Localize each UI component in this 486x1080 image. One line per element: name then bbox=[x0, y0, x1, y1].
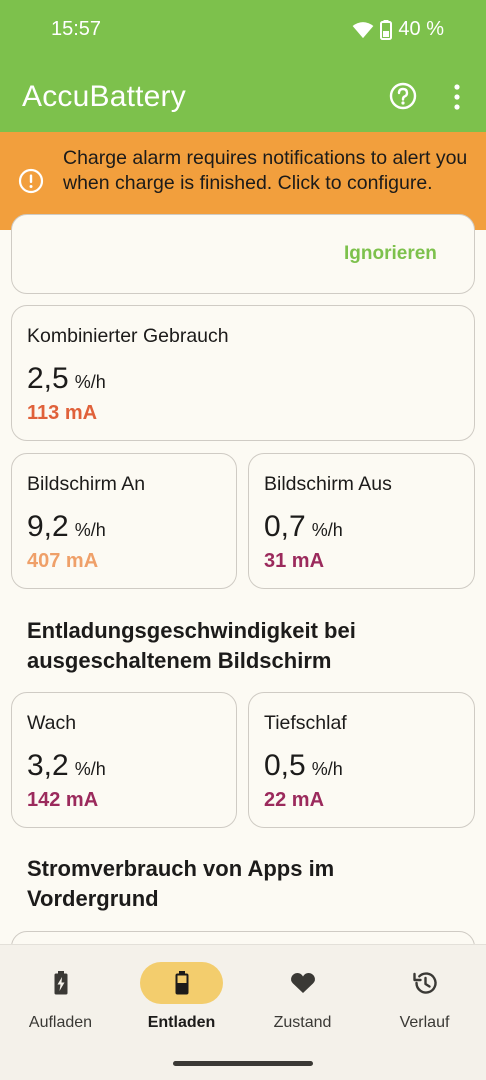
nav-label-verlauf: Verlauf bbox=[399, 1014, 450, 1031]
app-title: AccuBattery bbox=[22, 80, 186, 113]
section-title-foreground-apps: Stromverbrauch von Apps im Vordergrund bbox=[27, 856, 335, 911]
nav-item-entladen[interactable]: Entladen bbox=[121, 945, 242, 1045]
unit-label: %/h bbox=[311, 759, 343, 779]
combined-usage-label: Kombinierter Gebrauch bbox=[27, 325, 229, 347]
awake-card[interactable] bbox=[11, 692, 237, 828]
battery-percent: 40 % bbox=[398, 18, 444, 40]
combined-usage-value: 2,5 %/h bbox=[27, 362, 106, 395]
battery-icon bbox=[380, 19, 393, 40]
screen-on-label: Bildschirm An bbox=[27, 473, 146, 495]
deep-sleep-value: 0,5 %/h bbox=[264, 749, 343, 782]
battery-discharging-icon bbox=[175, 971, 189, 995]
more-options-icon[interactable] bbox=[450, 84, 464, 110]
status-bar: 15:57 40 % bbox=[0, 0, 486, 60]
history-icon bbox=[413, 972, 437, 994]
bottom-navigation: Aufladen Entladen Zustand Verlauf bbox=[0, 944, 486, 1080]
section-title-screen-off: Entladungsgeschwindigkeit bei ausgeschal… bbox=[27, 618, 356, 673]
deep-sleep-label: Tiefschlaf bbox=[264, 712, 347, 734]
heart-icon bbox=[291, 973, 315, 993]
alert-icon bbox=[18, 168, 44, 194]
ignore-card bbox=[11, 214, 475, 294]
home-indicator[interactable] bbox=[173, 1061, 313, 1066]
nav-label-entladen: Entladen bbox=[147, 1014, 216, 1031]
screen-on-ma: 407 mA bbox=[27, 550, 99, 572]
unit-label: %/h bbox=[311, 520, 343, 540]
awake-ma: 142 mA bbox=[27, 789, 99, 811]
screen-on-card[interactable] bbox=[11, 453, 237, 589]
nav-item-zustand[interactable]: Zustand bbox=[242, 945, 363, 1045]
combined-usage-card[interactable] bbox=[11, 305, 475, 441]
nav-label-aufladen: Aufladen bbox=[28, 1014, 93, 1031]
nav-label-zustand: Zustand bbox=[273, 1014, 332, 1031]
help-icon[interactable] bbox=[389, 82, 417, 110]
screen-on-value: 9,2 %/h bbox=[27, 510, 106, 543]
status-time: 15:57 bbox=[51, 18, 102, 40]
screen-off-label: Bildschirm Aus bbox=[264, 473, 392, 495]
screen-off-value: 0,7 %/h bbox=[264, 510, 343, 543]
unit-label: %/h bbox=[74, 520, 106, 540]
battery-charging-icon bbox=[54, 971, 68, 995]
app-bar: 15:57 40 % AccuBattery bbox=[0, 0, 486, 132]
awake-label: Wach bbox=[27, 712, 77, 734]
nav-item-verlauf[interactable]: Verlauf bbox=[364, 945, 485, 1045]
deep-sleep-ma: 22 mA bbox=[264, 789, 325, 811]
ignore-button[interactable]: Ignorieren bbox=[344, 243, 437, 264]
unit-label: %/h bbox=[74, 759, 106, 779]
combined-usage-ma: 113 mA bbox=[27, 402, 98, 424]
screen-off-ma: 31 mA bbox=[264, 550, 325, 572]
screen-off-card[interactable] bbox=[248, 453, 475, 589]
awake-value: 3,2 %/h bbox=[27, 749, 106, 782]
deep-sleep-card[interactable] bbox=[248, 692, 475, 828]
nav-item-aufladen[interactable]: Aufladen bbox=[0, 945, 121, 1045]
charge-alarm-banner[interactable] bbox=[0, 132, 486, 230]
status-icons: 40 % bbox=[352, 18, 444, 41]
banner-text: Charge alarm requires notifications to a… bbox=[63, 147, 468, 194]
wifi-icon bbox=[353, 21, 374, 38]
unit-label: %/h bbox=[74, 372, 106, 392]
